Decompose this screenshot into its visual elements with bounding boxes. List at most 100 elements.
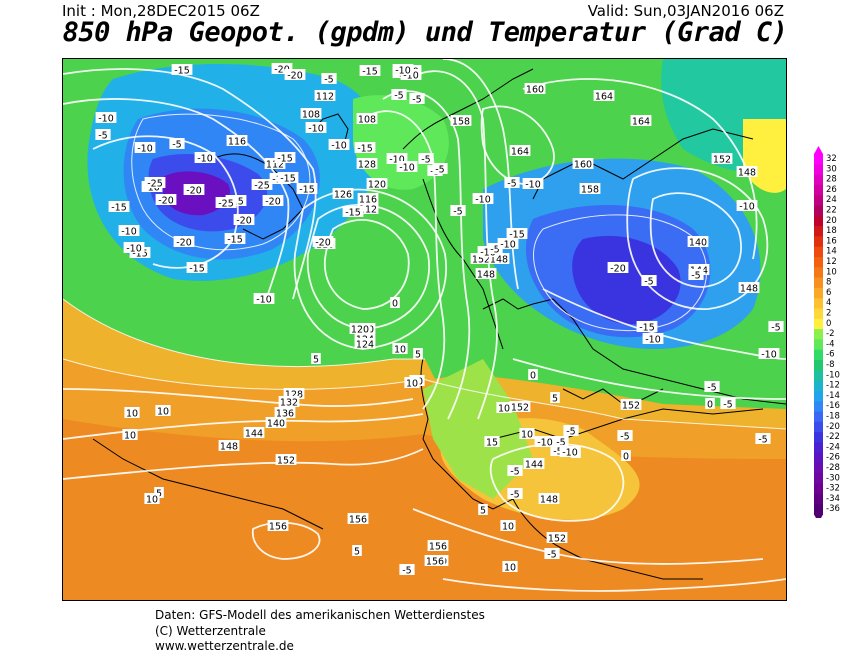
height-label: 120 bbox=[366, 178, 388, 191]
temperature-label: 10 bbox=[496, 402, 512, 415]
legend-swatch bbox=[814, 257, 823, 268]
svg-text:-5: -5 bbox=[547, 550, 556, 561]
svg-text:-20: -20 bbox=[610, 264, 626, 275]
height-label: 164 bbox=[630, 115, 652, 128]
temperature-label: 5 bbox=[311, 353, 321, 366]
temperature-label: 5 bbox=[550, 392, 560, 405]
legend-swatch bbox=[814, 463, 823, 474]
svg-text:5: 5 bbox=[354, 547, 360, 558]
svg-text:140: 140 bbox=[689, 238, 707, 249]
svg-text:-10: -10 bbox=[739, 202, 755, 213]
svg-text:10: 10 bbox=[146, 495, 158, 506]
height-label: 156 bbox=[424, 555, 446, 568]
svg-text:-15: -15 bbox=[509, 230, 525, 241]
legend-swatch bbox=[814, 236, 823, 248]
temperature-label: -20 bbox=[284, 69, 306, 82]
legend-swatch bbox=[814, 246, 823, 258]
height-label: 108 bbox=[300, 108, 322, 121]
legend-swatch bbox=[814, 432, 823, 443]
svg-text:-5: -5 bbox=[412, 95, 421, 106]
svg-text:144: 144 bbox=[525, 460, 543, 471]
legend-label: 22 bbox=[826, 206, 837, 216]
temperature-label: 10 bbox=[124, 407, 140, 420]
temperature-label: -10 bbox=[328, 139, 350, 152]
svg-text:-20: -20 bbox=[265, 197, 281, 208]
temperature-label: -5 bbox=[550, 445, 566, 458]
weather-map: 1121081161121161201241281201161121081201… bbox=[62, 58, 787, 601]
svg-text:-20: -20 bbox=[176, 238, 192, 249]
svg-text:164: 164 bbox=[511, 147, 529, 158]
svg-text:108: 108 bbox=[358, 115, 376, 126]
height-label: 152 bbox=[275, 454, 297, 467]
temperature-label: -5 bbox=[544, 548, 560, 561]
temperature-label: -5 bbox=[169, 138, 185, 151]
svg-text:144: 144 bbox=[245, 429, 263, 440]
height-label: 140 bbox=[265, 417, 287, 430]
svg-text:148: 148 bbox=[477, 270, 495, 281]
height-label: 152 bbox=[470, 253, 492, 266]
svg-text:-10: -10 bbox=[137, 144, 153, 155]
temperature-label: -10 bbox=[253, 293, 275, 306]
svg-text:-5: -5 bbox=[644, 277, 653, 288]
temperature-label: 10 bbox=[500, 520, 516, 533]
legend-arrow-bottom bbox=[814, 514, 823, 518]
svg-text:-20: -20 bbox=[274, 65, 290, 76]
svg-text:-5: -5 bbox=[510, 490, 519, 501]
svg-text:124: 124 bbox=[356, 340, 374, 351]
temperature-label: -15 bbox=[224, 233, 246, 246]
svg-text:148: 148 bbox=[740, 284, 758, 295]
legend-label: 12 bbox=[826, 257, 837, 267]
svg-text:132: 132 bbox=[280, 398, 298, 409]
height-label: 152 bbox=[509, 401, 531, 414]
temperature-label: -5 bbox=[432, 163, 448, 176]
temperature-label: -10 bbox=[392, 64, 414, 77]
temperature-label: -5 bbox=[563, 425, 579, 438]
svg-text:0: 0 bbox=[392, 299, 398, 310]
temperature-label: 5 bbox=[352, 545, 362, 558]
svg-text:-5: -5 bbox=[435, 165, 444, 176]
legend-swatch bbox=[814, 195, 823, 206]
temperature-label: -5 bbox=[391, 89, 407, 102]
svg-text:-5: -5 bbox=[172, 140, 181, 151]
legend-swatch bbox=[814, 174, 823, 186]
temperature-label: -5 bbox=[399, 564, 415, 577]
svg-text:-5: -5 bbox=[620, 432, 629, 443]
svg-text:-15: -15 bbox=[227, 235, 243, 246]
temperature-label: 10 bbox=[502, 561, 518, 574]
svg-text:-10: -10 bbox=[121, 227, 137, 238]
svg-text:10: 10 bbox=[502, 522, 514, 533]
init-time: Init : Mon,28DEC2015 06Z bbox=[62, 2, 260, 20]
legend-swatch bbox=[814, 421, 823, 433]
temperature-label: -15 bbox=[359, 65, 381, 78]
credits-data-source: Daten: GFS-Modell des amerikanischen Wet… bbox=[155, 608, 485, 622]
legend-swatch bbox=[814, 267, 823, 278]
height-label: 128 bbox=[356, 158, 378, 171]
svg-text:-5: -5 bbox=[421, 155, 430, 166]
svg-text:-15: -15 bbox=[174, 66, 190, 77]
height-label: 164 bbox=[593, 90, 615, 103]
legend-label: 24 bbox=[826, 195, 837, 205]
legend-swatch bbox=[814, 226, 823, 237]
legend-label: -14 bbox=[826, 391, 840, 401]
svg-text:-5: -5 bbox=[553, 447, 562, 458]
height-label: 156 bbox=[347, 513, 369, 526]
temperature-label: -5 bbox=[641, 275, 657, 288]
legend-swatch bbox=[814, 360, 823, 371]
svg-text:-15: -15 bbox=[111, 203, 127, 214]
height-label: 112 bbox=[357, 203, 379, 216]
svg-text:112: 112 bbox=[266, 160, 284, 171]
credits: Daten: GFS-Modell des amerikanischen Wet… bbox=[155, 608, 485, 655]
legend-swatch bbox=[814, 215, 823, 227]
legend-swatch bbox=[814, 287, 823, 299]
svg-text:-15: -15 bbox=[299, 185, 315, 196]
temperature-label: -15 bbox=[274, 152, 296, 165]
svg-text:-10: -10 bbox=[500, 240, 516, 251]
legend-label: -16 bbox=[826, 401, 840, 411]
svg-text:-10: -10 bbox=[403, 71, 419, 82]
svg-text:158: 158 bbox=[452, 117, 470, 128]
legend-label: -8 bbox=[826, 360, 834, 370]
legend-label: 0 bbox=[826, 319, 831, 329]
temperature-label: -5 bbox=[418, 153, 434, 166]
svg-text:5: 5 bbox=[480, 506, 486, 517]
svg-text:164: 164 bbox=[595, 92, 613, 103]
